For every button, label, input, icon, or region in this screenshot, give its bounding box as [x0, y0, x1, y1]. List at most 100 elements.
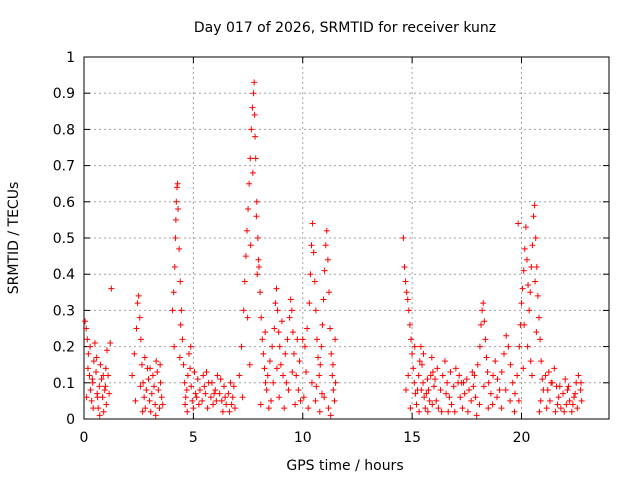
data-point	[83, 394, 90, 401]
data-point	[578, 397, 585, 404]
data-point	[564, 387, 571, 394]
data-point	[175, 206, 182, 213]
data-point	[469, 368, 476, 375]
data-point	[331, 397, 338, 404]
data-point	[129, 372, 136, 379]
data-point	[294, 336, 301, 343]
data-point	[522, 224, 529, 231]
data-point	[476, 343, 483, 350]
data-point	[483, 354, 490, 361]
data-point	[217, 376, 224, 383]
data-point	[551, 365, 558, 372]
data-point	[403, 387, 409, 394]
data-point	[447, 368, 454, 375]
data-point	[485, 405, 492, 412]
data-point	[424, 376, 431, 383]
data-point	[418, 387, 425, 394]
data-point	[283, 379, 290, 386]
data-point	[308, 242, 315, 249]
data-point	[272, 300, 279, 307]
data-point	[193, 394, 200, 401]
data-point	[208, 379, 215, 386]
data-point	[529, 242, 536, 249]
data-point	[90, 405, 97, 412]
data-point	[458, 379, 465, 386]
data-point	[332, 336, 339, 343]
data-point	[238, 343, 245, 350]
data-point	[87, 387, 94, 394]
data-point	[207, 394, 214, 401]
data-point	[286, 314, 293, 321]
data-point	[249, 104, 256, 111]
data-point	[98, 376, 105, 383]
data-point	[529, 372, 535, 379]
data-point	[96, 412, 103, 419]
data-point	[531, 202, 538, 209]
data-point	[411, 379, 418, 386]
data-point	[214, 372, 221, 379]
data-point	[534, 292, 541, 299]
data-point	[533, 329, 540, 336]
data-point	[184, 408, 191, 415]
data-point	[95, 405, 102, 412]
data-point	[135, 292, 142, 299]
data-point	[543, 405, 550, 412]
data-point	[489, 401, 496, 408]
data-point	[87, 343, 94, 350]
data-point	[248, 126, 255, 133]
data-point	[503, 332, 510, 339]
data-point	[106, 390, 113, 397]
data-point	[101, 387, 108, 394]
data-point	[542, 372, 549, 379]
data-point	[471, 372, 478, 379]
x-tick-label: 5	[189, 430, 198, 446]
data-point	[276, 394, 283, 401]
data-point	[268, 397, 275, 404]
data-point	[433, 397, 440, 404]
data-point	[147, 408, 154, 415]
data-point	[94, 394, 101, 401]
data-point	[482, 336, 489, 343]
data-point	[99, 394, 106, 401]
data-point	[544, 387, 551, 394]
data-point	[260, 350, 267, 357]
data-point	[476, 401, 483, 408]
data-point	[507, 397, 514, 404]
data-point	[537, 397, 544, 404]
data-point	[264, 372, 271, 379]
data-point	[480, 300, 487, 307]
data-point	[246, 361, 253, 368]
data-point	[100, 408, 107, 415]
data-point	[228, 401, 235, 408]
data-point	[247, 155, 254, 162]
data-point	[299, 336, 306, 343]
data-point	[555, 394, 562, 401]
data-point	[404, 296, 411, 303]
data-point	[226, 408, 233, 415]
data-point	[253, 198, 260, 205]
data-point	[246, 180, 253, 187]
data-point	[249, 169, 256, 176]
data-point	[172, 216, 179, 223]
data-point	[218, 397, 225, 404]
data-point	[459, 405, 466, 412]
data-point	[313, 383, 320, 390]
data-point	[285, 387, 292, 394]
data-point	[177, 278, 184, 285]
data-point	[408, 336, 415, 343]
y-tick-label: 0.3	[53, 303, 75, 319]
data-point	[288, 307, 295, 314]
data-point	[180, 361, 187, 368]
data-point	[324, 256, 331, 263]
data-point	[271, 325, 278, 332]
data-point	[85, 350, 92, 357]
data-point	[254, 271, 261, 278]
data-point	[438, 408, 445, 415]
data-point	[566, 397, 573, 404]
data-point	[83, 325, 90, 332]
data-point	[435, 405, 442, 412]
data-point	[325, 405, 332, 412]
data-point	[145, 376, 152, 383]
data-point	[577, 387, 584, 394]
